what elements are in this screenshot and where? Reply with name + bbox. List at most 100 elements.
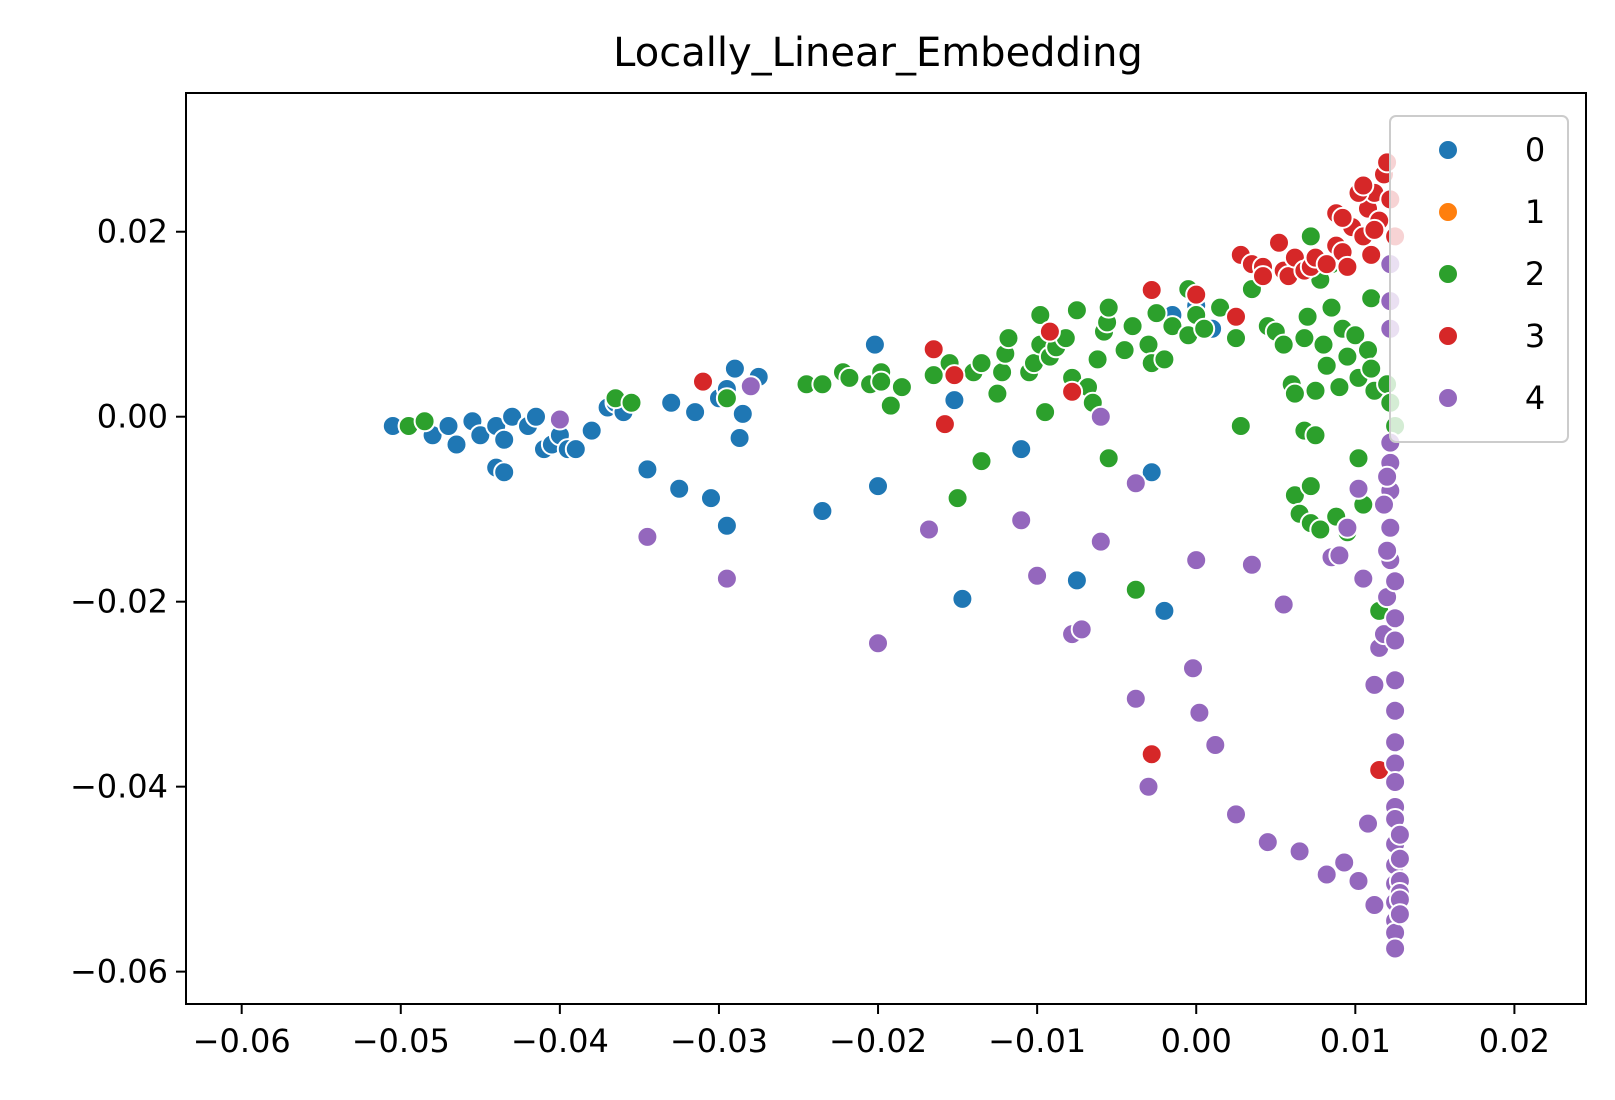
scatter-point-series-2 xyxy=(970,450,993,473)
scatter-point-series-4 xyxy=(1137,775,1160,798)
legend-marker-3 xyxy=(1437,325,1459,347)
scatter-point-series-4 xyxy=(636,525,659,548)
scatter-point-series-2 xyxy=(1225,327,1247,350)
scatter-point-series-3 xyxy=(1185,283,1208,306)
scatter-point-series-0 xyxy=(943,389,966,412)
scatter-point-series-4 xyxy=(1384,731,1407,754)
scatter-point-series-2 xyxy=(1344,324,1367,347)
y-tick-label: −0.04 xyxy=(70,768,168,806)
scatter-point-series-4 xyxy=(1336,516,1359,539)
scatter-point-series-4 xyxy=(1026,564,1049,587)
scatter-point-series-3 xyxy=(692,370,714,393)
scatter-point-series-0 xyxy=(437,415,460,437)
x-tick-label: −0.01 xyxy=(988,1022,1086,1060)
scatter-point-series-2 xyxy=(1315,354,1338,377)
scatter-point-series-3 xyxy=(1038,320,1061,343)
scatter-point-series-4 xyxy=(1315,863,1338,886)
y-tick-label: −0.02 xyxy=(70,583,168,621)
scatter-point-series-4 xyxy=(1288,840,1311,863)
scatter-point-series-2 xyxy=(1121,315,1144,338)
scatter-point-series-2 xyxy=(1097,447,1120,470)
scatter-point-series-0 xyxy=(684,401,707,424)
x-tick-label: −0.05 xyxy=(352,1022,450,1060)
scatter-point-series-2 xyxy=(1065,299,1088,322)
scatter-point-series-4 xyxy=(1384,570,1407,593)
scatter-point-series-3 xyxy=(1140,743,1163,766)
scatter-point-series-4 xyxy=(1185,549,1208,572)
scatter-point-series-3 xyxy=(1225,305,1247,328)
scatter-point-series-2 xyxy=(1309,518,1332,541)
scatter-point-series-0 xyxy=(1010,438,1033,461)
scatter-point-series-2 xyxy=(870,370,893,393)
y-tick-label: 0.00 xyxy=(97,398,168,436)
scatter-point-series-0 xyxy=(660,391,683,414)
scatter-point-series-4 xyxy=(1357,812,1379,835)
scatter-point-series-2 xyxy=(1293,327,1316,350)
scatter-point-series-2 xyxy=(1034,401,1057,424)
scatter-point-series-2 xyxy=(986,382,1009,405)
scatter-point-series-2 xyxy=(620,391,643,414)
scatter-point-series-0 xyxy=(525,405,547,428)
scatter-point-series-2 xyxy=(991,361,1014,384)
scatter-point-series-2 xyxy=(1229,415,1252,437)
scatter-point-series-2 xyxy=(1299,475,1322,498)
scatter-point-series-4 xyxy=(1384,699,1407,722)
scatter-point-series-4 xyxy=(1225,803,1247,826)
scatter-point-series-2 xyxy=(1299,225,1322,248)
x-tick-label: 0.02 xyxy=(1479,1022,1550,1060)
scatter-point-series-3 xyxy=(1268,231,1290,254)
scatter-point-series-2 xyxy=(1312,333,1335,356)
ticks-layer: −0.06 −0.05 −0.04 −0.03 −0.02 −0.01 0.00 0.01 0.… xyxy=(70,213,1550,1060)
scatter-point-series-4 xyxy=(1089,405,1112,428)
scatter-point-series-2 xyxy=(946,487,969,510)
scatter-point-series-2 xyxy=(997,327,1020,350)
scatter-point-series-4 xyxy=(1388,903,1411,926)
scatter-point-series-4 xyxy=(1124,472,1147,495)
scatter-point-series-3 xyxy=(1252,265,1274,288)
scatter-point-series-0 xyxy=(731,402,754,425)
scatter-point-series-4 xyxy=(1204,734,1227,756)
scatter-point-series-2 xyxy=(1328,376,1351,399)
scatter-point-series-2 xyxy=(715,387,738,410)
y-tick-label: −0.06 xyxy=(70,953,168,991)
scatter-point-series-3 xyxy=(1140,279,1163,301)
scatter-point-series-3 xyxy=(1360,243,1383,266)
scatter-point-series-0 xyxy=(668,477,691,500)
scatter-point-series-4 xyxy=(1384,937,1407,960)
scatter-point-series-2 xyxy=(838,366,861,389)
x-tick-label: 0.01 xyxy=(1320,1022,1391,1060)
scatter-point-series-3 xyxy=(933,413,956,436)
scatter-point-series-2 xyxy=(1086,348,1109,371)
scatter-point-series-4 xyxy=(1384,607,1407,630)
scatter-point-series-2 xyxy=(1113,339,1136,362)
plot-area-frame xyxy=(185,92,1587,1005)
scatter-point-series-4 xyxy=(1363,894,1386,916)
scatter-point-series-0 xyxy=(445,433,468,456)
scatter-point-series-4 xyxy=(1089,530,1112,553)
scatter-point-series-3 xyxy=(1331,206,1354,229)
legend-marker-4 xyxy=(1437,387,1459,409)
scatter-point-series-2 xyxy=(1336,345,1359,368)
scatter-point-series-2 xyxy=(879,394,902,417)
scatter-point-series-4 xyxy=(1347,477,1370,500)
scatter-point-series-2 xyxy=(1296,305,1319,328)
scatter-point-series-2 xyxy=(1304,424,1327,447)
scatter-point-series-0 xyxy=(811,500,834,522)
scatter-point-series-4 xyxy=(1388,823,1411,846)
scatter-point-series-4 xyxy=(715,567,738,590)
scatter-point-series-3 xyxy=(1061,380,1084,403)
scatter-point-series-0 xyxy=(1065,569,1088,592)
scatter-point-series-0 xyxy=(1140,461,1163,484)
scatter-point-series-0 xyxy=(867,475,889,498)
scatter-point-series-4 xyxy=(1188,701,1211,724)
scatter-point-series-4 xyxy=(1384,629,1407,652)
legend-marker-0 xyxy=(1437,139,1459,161)
legend-marker-2 xyxy=(1437,263,1459,285)
scatter-point-series-2 xyxy=(1283,382,1306,405)
scatter-point-series-2 xyxy=(1124,578,1147,601)
scatter-point-series-2 xyxy=(1193,317,1216,340)
scatter-point-series-4 xyxy=(1363,673,1386,696)
scatter-point-series-2 xyxy=(1029,304,1052,326)
scatter-point-series-3 xyxy=(1336,255,1359,278)
scatter-point-series-2 xyxy=(1097,296,1120,319)
